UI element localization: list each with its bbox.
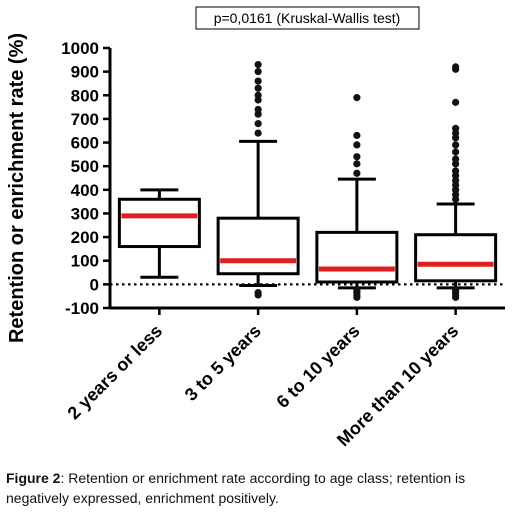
y-tick-label: 400 (71, 181, 99, 200)
caption-text: : Retention or enrichment rate according… (6, 470, 466, 506)
outlier-point (452, 124, 460, 132)
outlier-point (452, 286, 460, 294)
outlier-point (254, 289, 262, 297)
outlier-point (353, 169, 361, 177)
y-tick-label: 100 (71, 252, 99, 271)
p-value-annotation: p=0,0161 (Kruskal-Wallis test) (195, 6, 420, 30)
outlier-point (254, 77, 262, 85)
outlier-point (452, 63, 460, 71)
x-tick-label: 2 years or less (64, 321, 167, 424)
box-iqr (414, 233, 498, 283)
outlier-point (254, 105, 262, 114)
caption-label: Figure 2 (6, 470, 61, 486)
box-iqr (315, 230, 399, 284)
outlier-point (452, 141, 460, 149)
outlier-point (353, 94, 361, 102)
y-tick-label: 500 (71, 157, 99, 176)
plot-area: -100 0 100 200 300 400 500 600 700 800 900 1000 2 ye… (61, 39, 505, 450)
y-axis-label: Retention or enrichment rate (%) (6, 33, 28, 343)
box-plot-chart: p=0,0161 (Kruskal-Wallis test) Retention… (6, 6, 505, 450)
outlier-point (353, 153, 361, 161)
outlier-point (353, 141, 361, 149)
outlier-point (452, 98, 460, 106)
x-tick-label: 3 to 5 years (181, 321, 265, 405)
y-tick-label: 300 (71, 204, 99, 223)
outlier-point (452, 155, 460, 163)
outlier-point (254, 129, 262, 137)
figure-caption: Figure 2: Retention or enrichment rate a… (6, 468, 516, 508)
outlier-point (254, 68, 262, 76)
outlier-point (452, 167, 460, 175)
y-tick-label: -100 (65, 299, 99, 318)
y-tick-label: 700 (71, 110, 99, 129)
outlier-point (353, 131, 361, 140)
outlier-point (254, 120, 262, 128)
y-tick-label: 0 (90, 275, 99, 294)
box-iqr (216, 216, 300, 276)
outlier-point (353, 160, 361, 168)
outlier-point (254, 91, 262, 99)
y-tick-label: 600 (71, 134, 99, 153)
outlier-point (353, 286, 361, 294)
box-iqr (117, 197, 201, 249)
outlier-point (452, 148, 460, 156)
y-tick-label: 800 (71, 86, 99, 105)
outlier-point (254, 60, 262, 69)
y-tick-label: 200 (71, 228, 99, 247)
outlier-point (254, 84, 262, 92)
y-tick-label: 900 (71, 63, 99, 82)
x-tick-label: 6 to 10 years (272, 321, 363, 412)
y-tick-label: 1000 (61, 39, 99, 58)
p-value-text: p=0,0161 (Kruskal-Wallis test) (214, 10, 401, 26)
